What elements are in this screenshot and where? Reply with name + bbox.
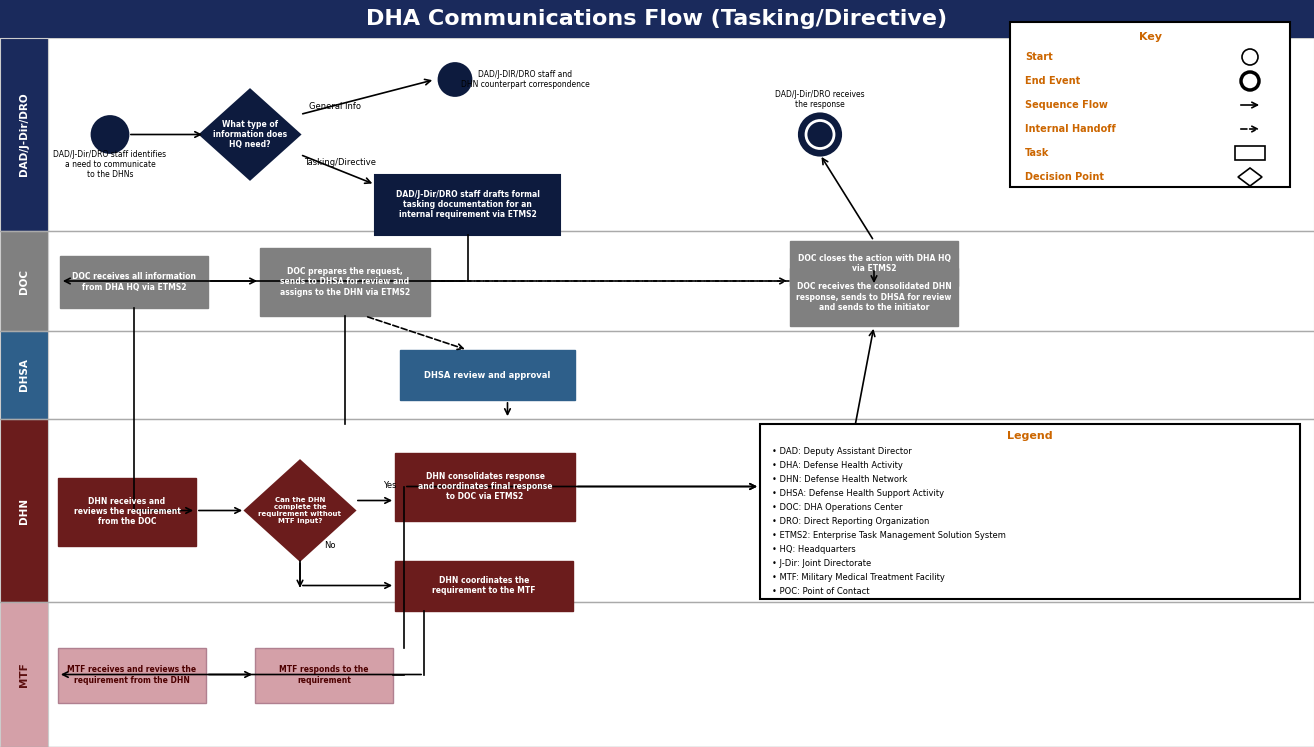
- Circle shape: [92, 117, 127, 152]
- FancyBboxPatch shape: [58, 477, 196, 545]
- Text: DHSA review and approval: DHSA review and approval: [424, 371, 551, 379]
- FancyBboxPatch shape: [49, 231, 1314, 331]
- FancyBboxPatch shape: [49, 602, 1314, 747]
- FancyBboxPatch shape: [1010, 22, 1290, 187]
- Text: Key: Key: [1138, 32, 1162, 42]
- Circle shape: [805, 120, 834, 149]
- Text: DHN: DHN: [18, 498, 29, 524]
- Text: • POC: Point of Contact: • POC: Point of Contact: [773, 587, 870, 597]
- Text: No: No: [325, 541, 336, 550]
- Text: MTF receives and reviews the
requirement from the DHN: MTF receives and reviews the requirement…: [67, 666, 197, 685]
- FancyBboxPatch shape: [0, 0, 1314, 38]
- Text: Sequence Flow: Sequence Flow: [1025, 100, 1108, 110]
- Text: • DHN: Defense Health Network: • DHN: Defense Health Network: [773, 476, 908, 485]
- Text: End Event: End Event: [1025, 76, 1080, 86]
- Text: Internal Handoff: Internal Handoff: [1025, 124, 1116, 134]
- Text: • DRO: Direct Reporting Organization: • DRO: Direct Reporting Organization: [773, 518, 929, 527]
- Text: DAD/J-Dir/DRO receives
the response: DAD/J-Dir/DRO receives the response: [775, 90, 865, 109]
- Text: Start: Start: [1025, 52, 1053, 62]
- Text: DHSA: DHSA: [18, 359, 29, 391]
- Polygon shape: [244, 460, 355, 560]
- FancyBboxPatch shape: [49, 419, 1314, 602]
- Text: DOC prepares the request,
sends to DHSA for review and
assigns to the DHN via ET: DOC prepares the request, sends to DHSA …: [280, 267, 410, 297]
- FancyBboxPatch shape: [759, 424, 1300, 599]
- Text: DAD/J-Dir/DRO staff drafts formal
tasking documentation for an
internal requirem: DAD/J-Dir/DRO staff drafts formal taskin…: [396, 190, 540, 220]
- Text: DHA Communications Flow (Tasking/Directive): DHA Communications Flow (Tasking/Directi…: [367, 9, 947, 29]
- Text: • ETMS2: Enterprise Task Management Solution System: • ETMS2: Enterprise Task Management Solu…: [773, 532, 1007, 541]
- FancyBboxPatch shape: [1235, 146, 1265, 160]
- FancyBboxPatch shape: [0, 602, 49, 747]
- FancyBboxPatch shape: [260, 248, 430, 316]
- Circle shape: [1242, 49, 1257, 65]
- Text: Decision Point: Decision Point: [1025, 172, 1104, 182]
- FancyBboxPatch shape: [396, 560, 573, 610]
- Text: DAD/J-Dir/DRO staff identifies
a need to communicate
to the DHNs: DAD/J-Dir/DRO staff identifies a need to…: [54, 149, 167, 179]
- Text: General Info: General Info: [309, 102, 361, 111]
- FancyBboxPatch shape: [759, 453, 940, 521]
- Text: Legend: Legend: [1008, 431, 1053, 441]
- FancyBboxPatch shape: [255, 648, 393, 702]
- Text: Yes: Yes: [384, 481, 397, 490]
- Text: • DHSA: Defense Health Support Activity: • DHSA: Defense Health Support Activity: [773, 489, 945, 498]
- Text: DOC: DOC: [18, 268, 29, 294]
- FancyBboxPatch shape: [58, 648, 206, 702]
- FancyBboxPatch shape: [396, 453, 576, 521]
- Text: DHN consolidates MTF
responses and completes
tasker in ETMS2: DHN consolidates MTF responses and compl…: [795, 471, 905, 501]
- Text: DHN receives and
reviews the requirement
from the DOC: DHN receives and reviews the requirement…: [74, 497, 180, 527]
- FancyBboxPatch shape: [49, 331, 1314, 419]
- Text: Task: Task: [1025, 148, 1050, 158]
- Text: Tasking/Directive: Tasking/Directive: [304, 158, 376, 167]
- Circle shape: [439, 63, 470, 96]
- Text: DOC receives all information
from DHA HQ via ETMS2: DOC receives all information from DHA HQ…: [72, 273, 196, 291]
- Text: MTF responds to the
requirement: MTF responds to the requirement: [280, 666, 369, 685]
- Text: • HQ: Headquarters: • HQ: Headquarters: [773, 545, 855, 554]
- Text: Can the DHN
complete the
requirement without
MTF input?: Can the DHN complete the requirement wit…: [259, 497, 342, 524]
- FancyBboxPatch shape: [790, 241, 958, 286]
- Text: DHN consolidates response
and coordinates final response
to DOC via ETMS2: DHN consolidates response and coordinate…: [418, 471, 552, 501]
- FancyBboxPatch shape: [0, 38, 49, 231]
- Circle shape: [1240, 72, 1259, 90]
- Polygon shape: [200, 90, 300, 179]
- Text: • J-Dir: Joint Directorate: • J-Dir: Joint Directorate: [773, 560, 871, 568]
- FancyBboxPatch shape: [0, 331, 49, 419]
- Text: DOC closes the action with DHA HQ
via ETMS2: DOC closes the action with DHA HQ via ET…: [798, 254, 950, 273]
- FancyBboxPatch shape: [399, 350, 576, 400]
- FancyBboxPatch shape: [60, 256, 208, 308]
- Text: DAD/J-DIR/DRO staff and
DHN counterpart correspondence: DAD/J-DIR/DRO staff and DHN counterpart …: [461, 69, 590, 89]
- Text: DOC receives the consolidated DHN
response, sends to DHSA for review
and sends t: DOC receives the consolidated DHN respon…: [796, 282, 951, 312]
- Text: DHN coordinates the
requirement to the MTF: DHN coordinates the requirement to the M…: [432, 576, 536, 595]
- Text: • DAD: Deputy Assistant Director: • DAD: Deputy Assistant Director: [773, 447, 912, 456]
- Text: • MTF: Military Medical Treatment Facility: • MTF: Military Medical Treatment Facili…: [773, 574, 945, 583]
- Text: MTF: MTF: [18, 662, 29, 687]
- FancyBboxPatch shape: [0, 231, 49, 331]
- Polygon shape: [1238, 168, 1261, 186]
- Text: DAD/J-Dir/DRO: DAD/J-Dir/DRO: [18, 93, 29, 176]
- Circle shape: [800, 114, 840, 155]
- FancyBboxPatch shape: [790, 268, 958, 326]
- Text: • DHA: Defense Health Activity: • DHA: Defense Health Activity: [773, 462, 903, 471]
- FancyBboxPatch shape: [49, 38, 1314, 231]
- FancyBboxPatch shape: [0, 419, 49, 602]
- Text: • DOC: DHA Operations Center: • DOC: DHA Operations Center: [773, 503, 903, 512]
- FancyBboxPatch shape: [374, 175, 560, 235]
- Text: What type of
information does
HQ need?: What type of information does HQ need?: [213, 120, 286, 149]
